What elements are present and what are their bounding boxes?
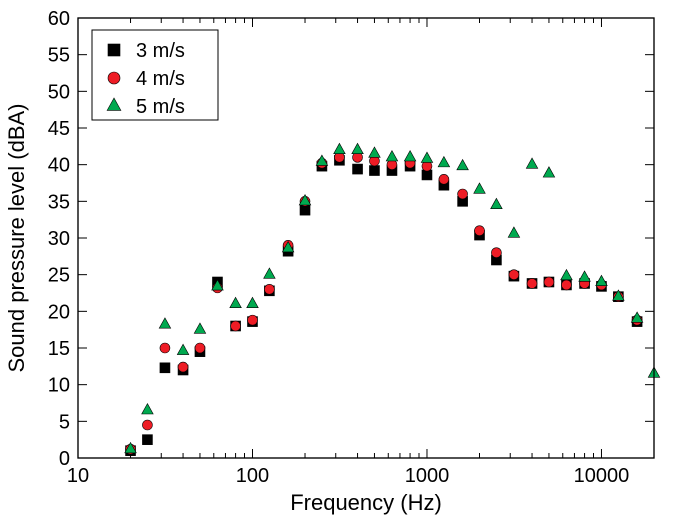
x-tick-label: 10000 bbox=[574, 465, 630, 487]
y-tick-label: 20 bbox=[48, 301, 70, 323]
y-tick-label: 5 bbox=[59, 411, 70, 433]
x-tick-label: 100 bbox=[236, 465, 269, 487]
y-tick-label: 0 bbox=[59, 448, 70, 470]
x-axis-label: Frequency (Hz) bbox=[290, 490, 442, 515]
y-tick-label: 10 bbox=[48, 375, 70, 397]
series-4-m-s bbox=[126, 152, 643, 454]
spl-vs-frequency-chart: 10 100 1000 10000 0 5 10 15 20 25 30 35 40 45 50 55 60 Fr… bbox=[0, 0, 681, 530]
legend-item-label: 4 m/s bbox=[136, 68, 185, 90]
y-tick-label: 50 bbox=[48, 81, 70, 103]
y-tick-label: 40 bbox=[48, 155, 70, 177]
legend-item-label: 3 m/s bbox=[136, 40, 185, 62]
legend: 3 m/s 4 m/s 5 m/s bbox=[92, 30, 218, 120]
y-tick-label: 15 bbox=[48, 338, 70, 360]
y-tick-label: 35 bbox=[48, 191, 70, 213]
y-tick-label: 55 bbox=[48, 45, 70, 67]
x-tick-label: 1000 bbox=[405, 465, 450, 487]
y-tick-label: 25 bbox=[48, 265, 70, 287]
y-tick-label: 45 bbox=[48, 118, 70, 140]
y-tick-label: 60 bbox=[48, 8, 70, 30]
x-tick-label: 10 bbox=[67, 465, 89, 487]
legend-item-label: 5 m/s bbox=[136, 96, 185, 118]
y-axis-label: Sound pressure level (dBA) bbox=[4, 103, 29, 372]
series-5-m-s bbox=[125, 143, 660, 453]
y-tick-label: 30 bbox=[48, 228, 70, 250]
series-3-m-s bbox=[126, 155, 643, 455]
